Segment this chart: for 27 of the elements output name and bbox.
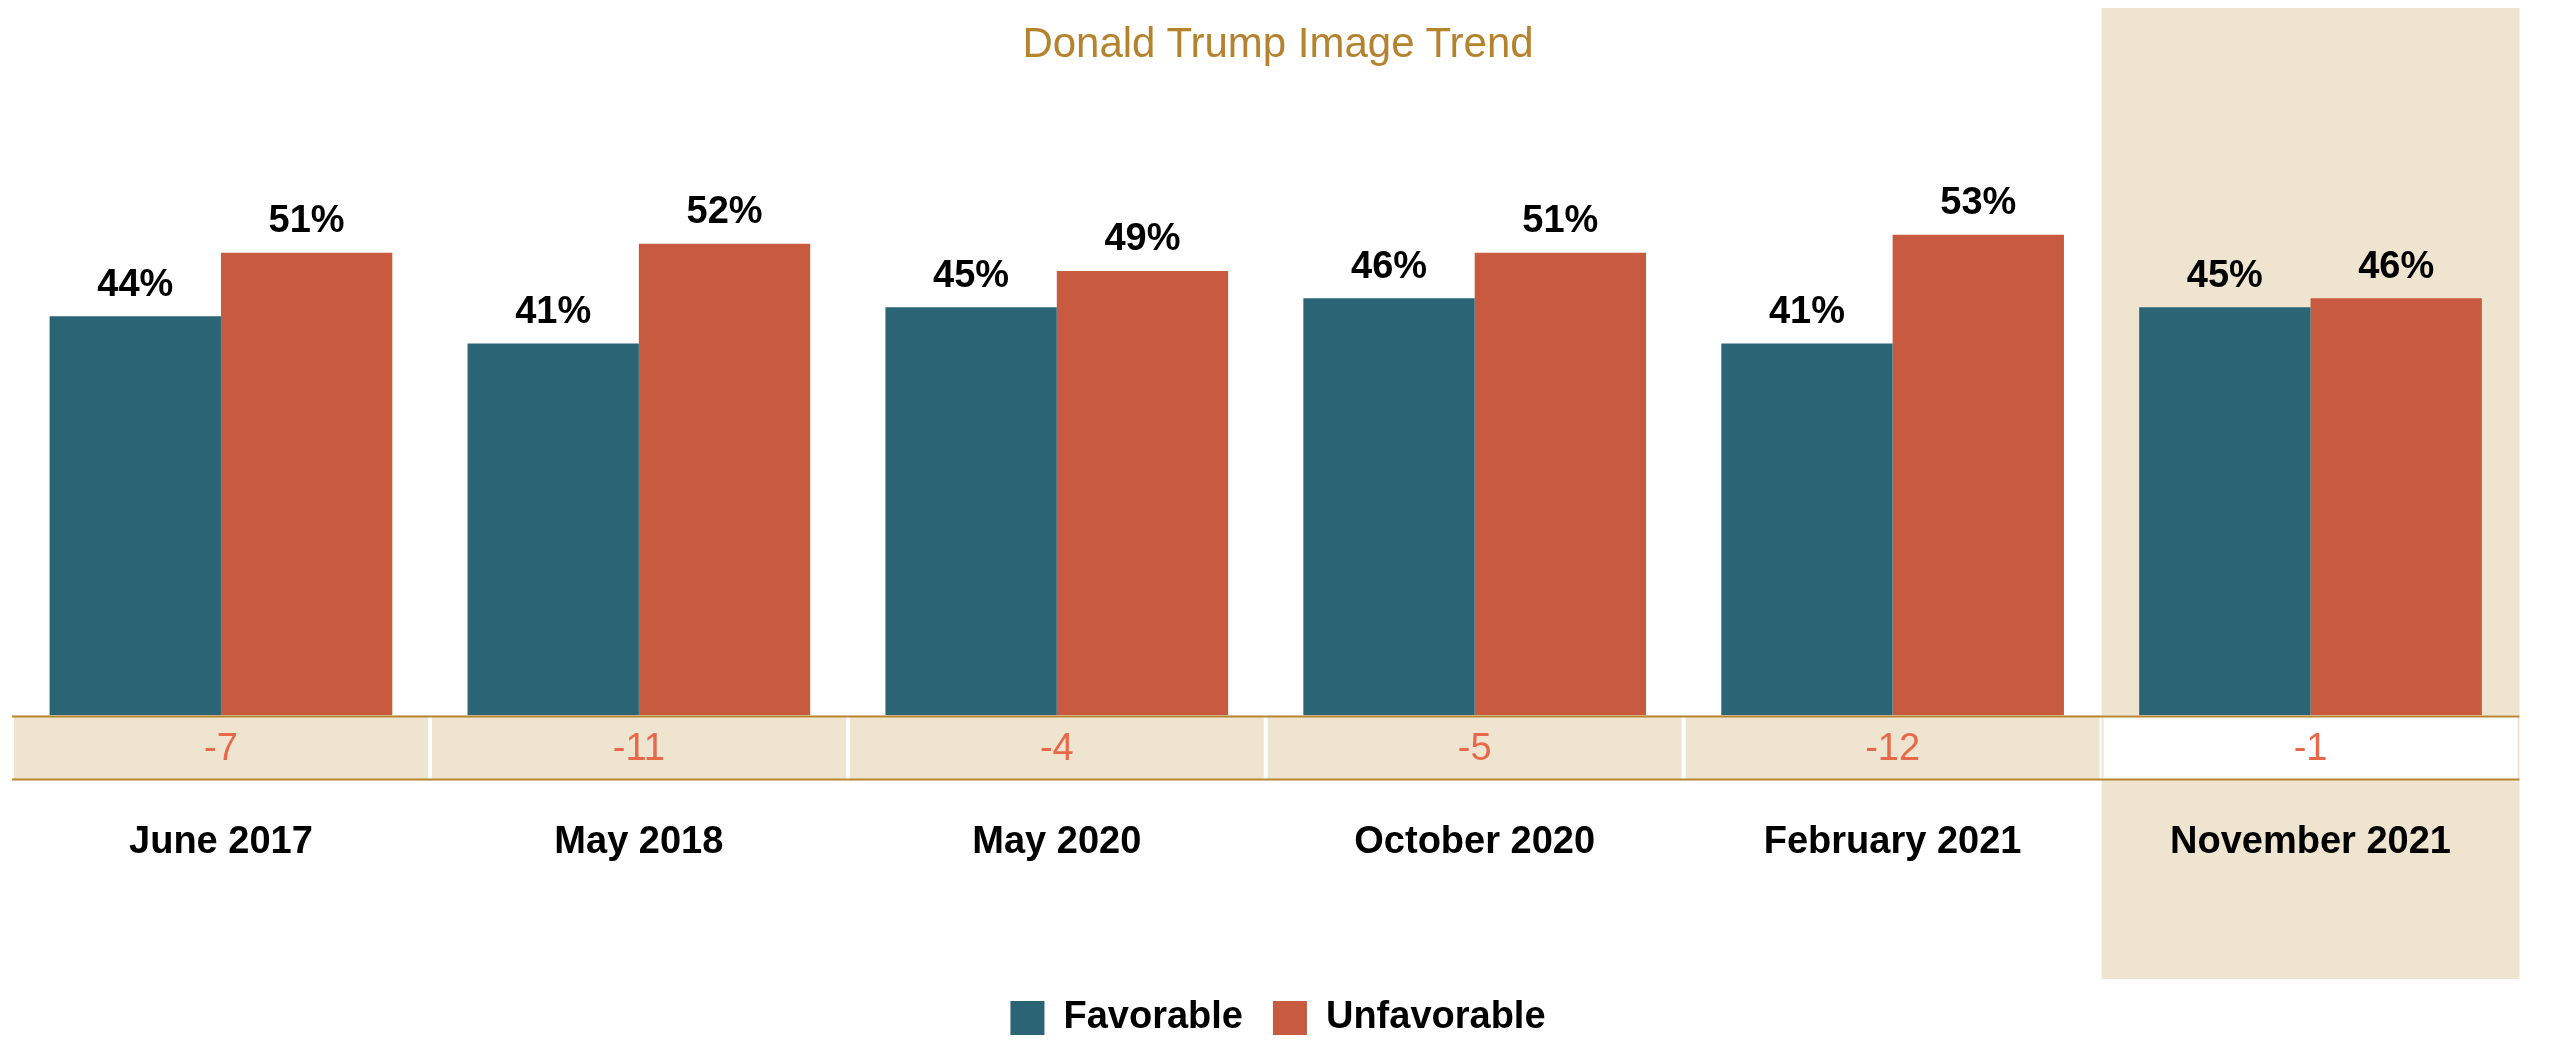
x-tick-label: June 2017 bbox=[129, 818, 313, 861]
data-label: 49% bbox=[1104, 216, 1181, 259]
data-label: 52% bbox=[686, 189, 763, 232]
text: -5 bbox=[1457, 725, 1492, 768]
data-label: 41% bbox=[515, 288, 592, 331]
text: -11 bbox=[612, 725, 665, 768]
x-tick-label: May 2020 bbox=[972, 818, 1142, 861]
text: -1 bbox=[2293, 725, 2328, 768]
chart-title: Donald Trump Image Trend bbox=[1022, 18, 1534, 66]
data-label: 46% bbox=[2358, 243, 2435, 286]
data-label: 53% bbox=[1940, 180, 2017, 223]
x-tick-label: May 2018 bbox=[554, 818, 724, 861]
legend-label: Favorable bbox=[1063, 994, 1243, 1037]
text: -7 bbox=[204, 725, 238, 768]
x-tick-label: February 2021 bbox=[1763, 818, 2022, 861]
text: -12 bbox=[1865, 725, 1921, 768]
data-label: 45% bbox=[933, 252, 1010, 295]
data-label: 51% bbox=[1522, 198, 1599, 241]
data-label: 51% bbox=[268, 198, 345, 241]
x-tick-label: November 2021 bbox=[2170, 818, 2451, 861]
text: -4 bbox=[1039, 725, 1074, 768]
data-label: 45% bbox=[2186, 252, 2263, 295]
legend-label: Unfavorable bbox=[1325, 994, 1546, 1037]
data-label: 44% bbox=[97, 261, 174, 304]
data-label: 46% bbox=[1351, 243, 1428, 286]
data-label: 41% bbox=[1768, 288, 1845, 331]
x-tick-label: October 2020 bbox=[1354, 818, 1596, 861]
